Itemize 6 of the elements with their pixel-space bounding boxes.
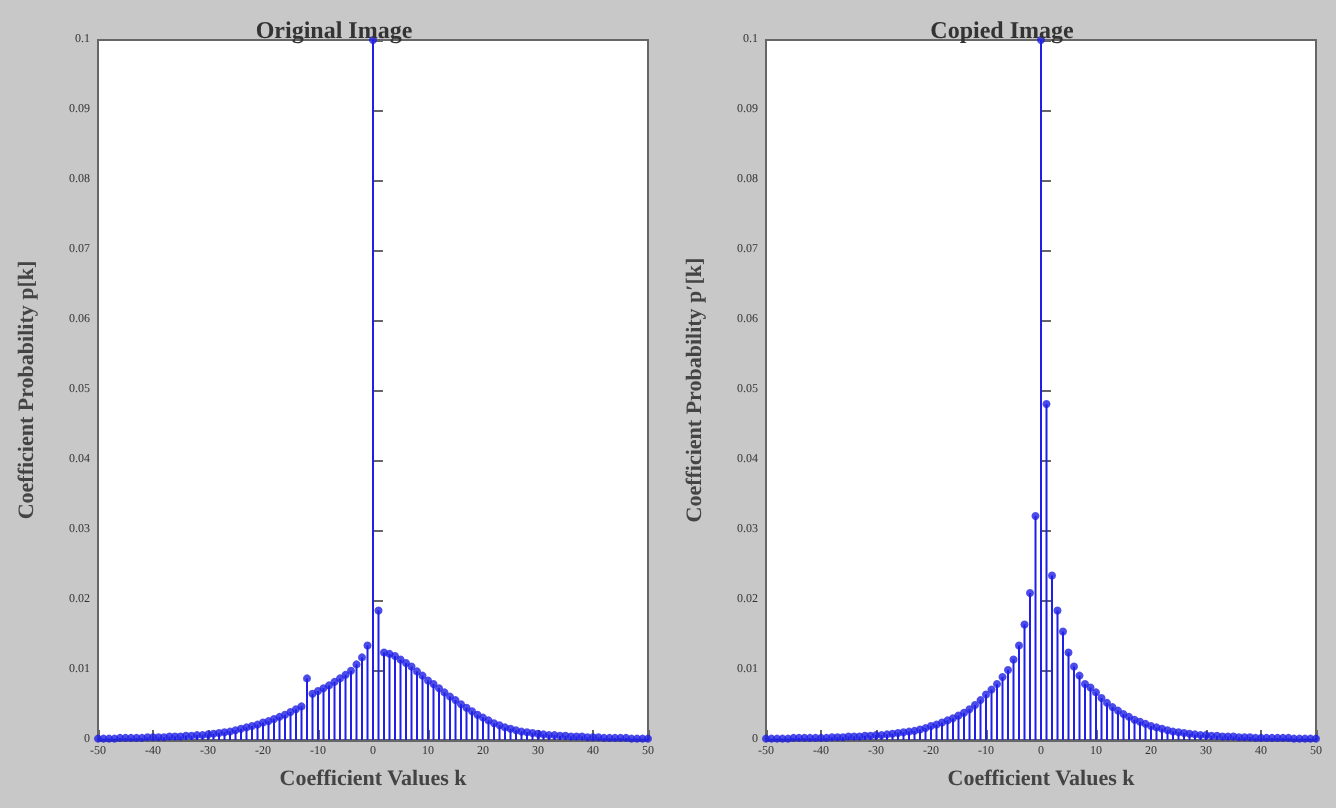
chart-title: Copied Image [930, 16, 1076, 44]
y-axis-title: Coefficient Probability p[k] [15, 260, 39, 520]
x-axis-title: Coefficient Values k [947, 767, 1137, 791]
chart-title: Original Image [255, 16, 414, 44]
y-axis-title: Coefficient Probability p′[k] [683, 257, 707, 523]
x-axis-title: Coefficient Values k [279, 767, 469, 791]
